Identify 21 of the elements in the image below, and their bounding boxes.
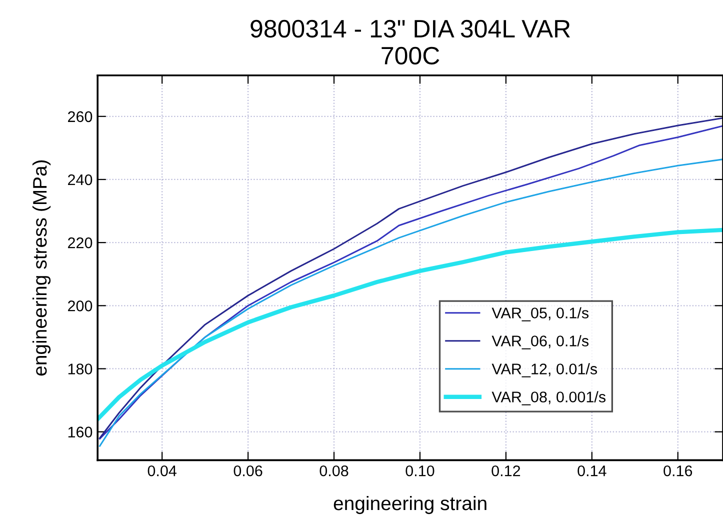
- chart-title: 9800314 - 13" DIA 304L VAR 700C: [250, 20, 570, 65]
- y-tick-label: 240: [68, 174, 92, 186]
- y-tick-label: 220: [68, 237, 92, 248]
- y-tick-label: 180: [68, 364, 92, 374]
- y-axis-title: engineering stress (MPa): [32, 160, 51, 376]
- y-tick-label: 160: [68, 426, 92, 438]
- y-tick-label: 260: [68, 111, 92, 122]
- legend-label: VAR_12, 0.01/s: [492, 363, 598, 378]
- legend-label: VAR_06, 0.1/s: [492, 335, 589, 350]
- x-tick-label: 0.14: [578, 465, 606, 476]
- x-tick-label: 0.12: [492, 465, 520, 476]
- x-tick-label: 0.04: [148, 465, 176, 476]
- line-series: [98, 228, 723, 422]
- x-tick-label: 0.06: [234, 465, 262, 476]
- x-tick-label: 0.10: [406, 465, 434, 476]
- legend-label: VAR_05, 0.1/s: [492, 307, 589, 322]
- legend-label: VAR_08, 0.001/s: [492, 391, 606, 406]
- x-tick-label: 0.16: [664, 465, 692, 476]
- y-tick-label: 200: [68, 300, 92, 312]
- x-axis-title: engineering strain: [334, 496, 486, 514]
- x-tick-label: 0.08: [320, 465, 348, 476]
